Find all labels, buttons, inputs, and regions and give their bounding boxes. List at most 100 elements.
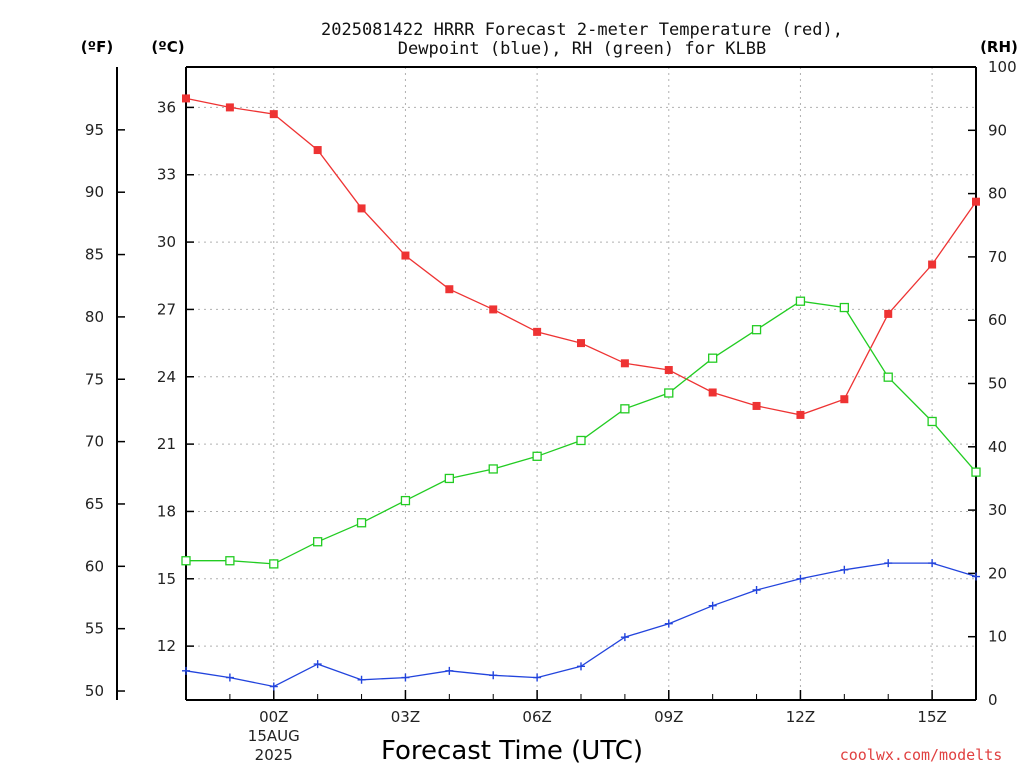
rh-point xyxy=(488,464,498,474)
celsius-axis-unit: (ºC) xyxy=(151,38,184,56)
rh-point xyxy=(839,302,849,313)
fahrenheit-tick-label: 60 xyxy=(85,557,104,575)
temperature-point xyxy=(752,401,761,410)
dewpoint-point xyxy=(357,675,366,684)
series-temperature xyxy=(182,94,980,419)
x-tick-label: 03Z xyxy=(391,708,420,726)
temperature-point xyxy=(796,410,805,419)
dewpoint-point xyxy=(620,633,629,642)
dewpoint-point xyxy=(225,673,234,682)
rh-tick-label: 70 xyxy=(988,248,1007,266)
plot-area: 50 55 60 65 70 75 80 85 90 95 12 15 18 21 24 27 30 33 36 0 1… xyxy=(85,58,1017,764)
fahrenheit-tick-label: 95 xyxy=(85,121,104,139)
dewpoint-point xyxy=(928,559,937,568)
chart-title-line-1: 2025081422 HRRR Forecast 2-meter Tempera… xyxy=(321,20,843,40)
rh-point xyxy=(356,518,367,528)
dewpoint-point xyxy=(269,682,278,691)
x-tick-label: 09Z xyxy=(654,708,683,726)
x-tick-label: 12Z xyxy=(786,708,815,726)
temperature-point xyxy=(313,146,322,155)
temperature-point xyxy=(401,251,410,260)
temperature-point xyxy=(225,103,234,112)
axes: 50 55 60 65 70 75 80 85 90 95 12 15 18 21 24 27 30 33 36 0 1… xyxy=(85,58,1017,764)
fahrenheit-tick-label: 75 xyxy=(85,370,104,388)
rh-tick-label: 10 xyxy=(988,628,1007,646)
rh-tick-label: 100 xyxy=(988,58,1017,76)
rh-point xyxy=(751,325,762,335)
rh-point xyxy=(576,435,586,446)
dewpoint-point xyxy=(840,565,849,574)
x-tick-label: 15Z xyxy=(917,708,946,726)
dewpoint-point xyxy=(796,574,805,583)
rh-point xyxy=(269,559,279,569)
dewpoint-point xyxy=(401,673,410,682)
temperature-point xyxy=(445,285,454,294)
dewpoint-point xyxy=(884,559,893,568)
rh-axis-unit: (RH) xyxy=(980,38,1018,56)
fahrenheit-tick-label: 80 xyxy=(85,308,104,326)
rh-point xyxy=(708,353,718,363)
rh-point xyxy=(664,388,674,398)
dewpoint-point xyxy=(445,666,454,675)
rh-point xyxy=(225,556,235,566)
celsius-tick-label: 18 xyxy=(157,502,176,520)
temperature-point xyxy=(928,260,937,269)
rh-point xyxy=(313,537,323,547)
rh-tick-label: 80 xyxy=(988,185,1007,203)
temperature-point xyxy=(840,395,849,404)
fahrenheit-axis-unit: (ºF) xyxy=(81,38,113,56)
dewpoint-point xyxy=(972,572,980,581)
x-tick-sublabel: 15AUG xyxy=(248,727,300,745)
dewpoint-point xyxy=(182,666,190,675)
chart-title-line-2: Dewpoint (blue), RH (green) for KLBB xyxy=(398,39,766,59)
rh-tick-label: 90 xyxy=(988,121,1007,139)
site-credit: coolwx.com/modelts xyxy=(840,746,1003,764)
temperature-point xyxy=(664,366,673,375)
rh-tick-label: 0 xyxy=(988,691,998,709)
rh-tick-label: 20 xyxy=(988,564,1007,582)
celsius-tick-label: 30 xyxy=(157,233,176,251)
temperature-point xyxy=(884,309,893,318)
series-rh xyxy=(181,296,981,569)
dewpoint-point xyxy=(708,601,717,610)
gridlines xyxy=(186,67,976,700)
dewpoint-point xyxy=(533,673,542,682)
celsius-tick-label: 21 xyxy=(157,435,176,453)
rh-tick-label: 60 xyxy=(988,311,1007,329)
temperature-point xyxy=(972,197,980,206)
temperature-point xyxy=(708,388,717,397)
temperature-point xyxy=(182,94,190,103)
rh-tick-label: 30 xyxy=(988,501,1007,519)
x-tick-label: 00Z xyxy=(259,708,288,726)
dewpoint-point xyxy=(313,660,322,669)
temperature-point xyxy=(357,204,366,213)
fahrenheit-tick-label: 70 xyxy=(85,433,104,451)
rh-tick-label: 50 xyxy=(988,375,1007,393)
celsius-tick-label: 15 xyxy=(157,570,176,588)
dewpoint-point xyxy=(752,586,761,595)
fahrenheit-tick-label: 50 xyxy=(85,682,104,700)
temperature-point xyxy=(533,327,542,336)
celsius-tick-label: 24 xyxy=(157,368,176,386)
rh-point xyxy=(795,296,806,306)
rh-point xyxy=(971,467,981,477)
rh-tick-label: 40 xyxy=(988,438,1007,456)
celsius-tick-label: 27 xyxy=(157,300,176,318)
rh-point xyxy=(444,473,454,484)
dewpoint-point xyxy=(664,619,673,628)
rh-point xyxy=(532,451,542,461)
fahrenheit-tick-label: 65 xyxy=(85,495,104,513)
dewpoint-point xyxy=(489,671,498,680)
x-tick-sublabel: 2025 xyxy=(255,746,293,764)
x-tick-label: 06Z xyxy=(522,708,551,726)
temperature-point xyxy=(577,339,585,348)
fahrenheit-tick-label: 90 xyxy=(85,183,104,201)
fahrenheit-tick-label: 85 xyxy=(85,246,104,264)
series-dewpoint xyxy=(182,559,980,691)
rh-point xyxy=(181,556,191,566)
celsius-tick-label: 12 xyxy=(157,637,176,655)
series-layer xyxy=(181,94,981,691)
celsius-tick-label: 33 xyxy=(157,166,176,184)
rh-point xyxy=(927,416,937,427)
